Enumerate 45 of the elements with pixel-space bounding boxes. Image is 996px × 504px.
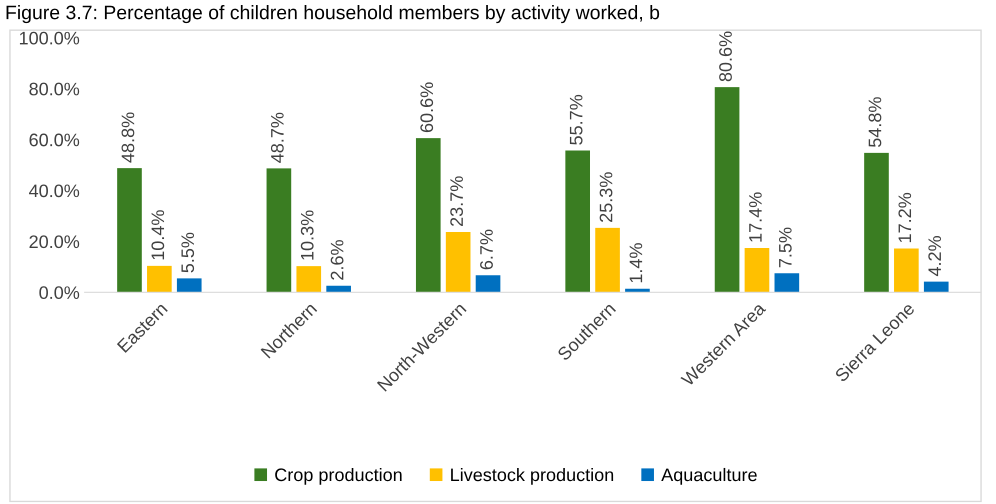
data-label: 23.7% <box>450 176 464 226</box>
legend-label: Crop production <box>275 468 402 485</box>
bar <box>326 286 351 292</box>
bar <box>595 228 620 292</box>
bar <box>117 168 142 292</box>
bar <box>476 275 500 292</box>
y-tick-label: 40.0% <box>29 184 80 198</box>
bar <box>744 248 770 292</box>
bar <box>416 138 441 292</box>
bar <box>296 266 322 292</box>
data-label: 54.8% <box>868 97 882 148</box>
data-label: 10.4% <box>151 210 164 260</box>
bar <box>714 87 740 292</box>
bar <box>864 152 889 292</box>
bar <box>924 282 949 292</box>
data-label: 48.7% <box>270 112 284 163</box>
y-tick-label: 80.0% <box>29 82 80 96</box>
legend-label: Livestock production <box>451 468 614 485</box>
data-label: 2.6% <box>330 240 344 280</box>
y-tick-label: 100.0% <box>20 32 80 45</box>
data-label: 1.4% <box>630 243 642 282</box>
data-label: 10.3% <box>300 210 314 260</box>
data-label: 4.2% <box>928 236 942 276</box>
data-label: 80.6% <box>719 32 732 82</box>
data-label: 5.5% <box>181 232 194 273</box>
bar <box>565 150 590 292</box>
legend-label: Aquaculture <box>661 468 757 485</box>
data-label: 7.5% <box>778 228 792 268</box>
bar <box>176 278 202 292</box>
bar <box>266 168 292 292</box>
y-tick-label: 20.0% <box>30 235 80 248</box>
data-label: 60.6% <box>420 82 434 132</box>
bar <box>894 248 919 292</box>
data-label: 17.2% <box>898 192 912 242</box>
y-tick-label: 60.0% <box>30 134 80 146</box>
y-tick-label: 0.0% <box>39 286 80 300</box>
chart-title: Figure 3.7: Percentage of children household members by activity worked, b <box>6 5 660 24</box>
bar <box>446 232 470 292</box>
data-label: 55.7% <box>570 94 583 145</box>
bar <box>147 266 172 292</box>
data-label: 6.7% <box>480 230 493 270</box>
data-label: 17.4% <box>749 192 762 242</box>
data-label: 25.3% <box>600 172 612 222</box>
data-label: 48.8% <box>122 112 134 163</box>
bar <box>774 273 800 292</box>
